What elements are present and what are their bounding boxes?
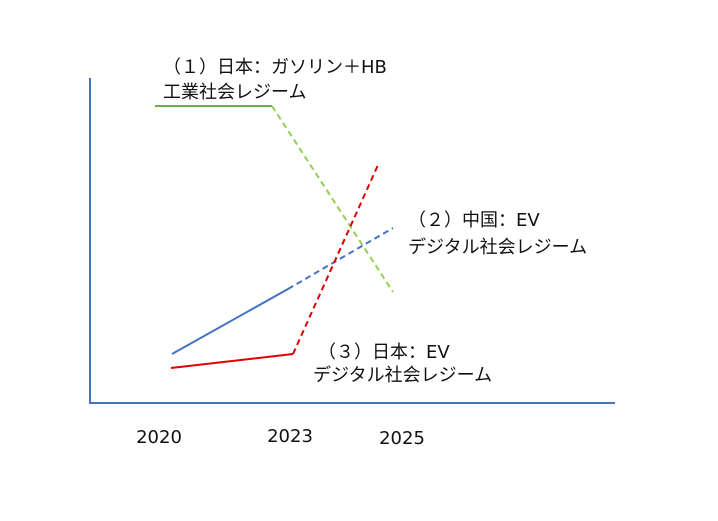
red-dashed-line — [292, 164, 379, 355]
label-subtitle: デジタル社会レジーム — [408, 237, 587, 258]
label-title: （１）日本：ガソリン＋HB — [163, 57, 387, 78]
label-subtitle: デジタル社会レジーム — [313, 365, 492, 386]
green-dashed-line — [271, 105, 394, 293]
x-label: 2023 — [267, 426, 313, 447]
x-label: 2025 — [379, 428, 425, 449]
red-line — [170, 353, 294, 369]
label-subtitle: 工業社会レジーム — [163, 82, 306, 103]
label-title: （３）日本：EV — [318, 342, 450, 363]
blue-dashed-line — [287, 227, 394, 290]
x-label: 2020 — [136, 427, 182, 448]
blue-line — [171, 288, 289, 355]
label-title: （２）中国：EV — [408, 210, 540, 231]
